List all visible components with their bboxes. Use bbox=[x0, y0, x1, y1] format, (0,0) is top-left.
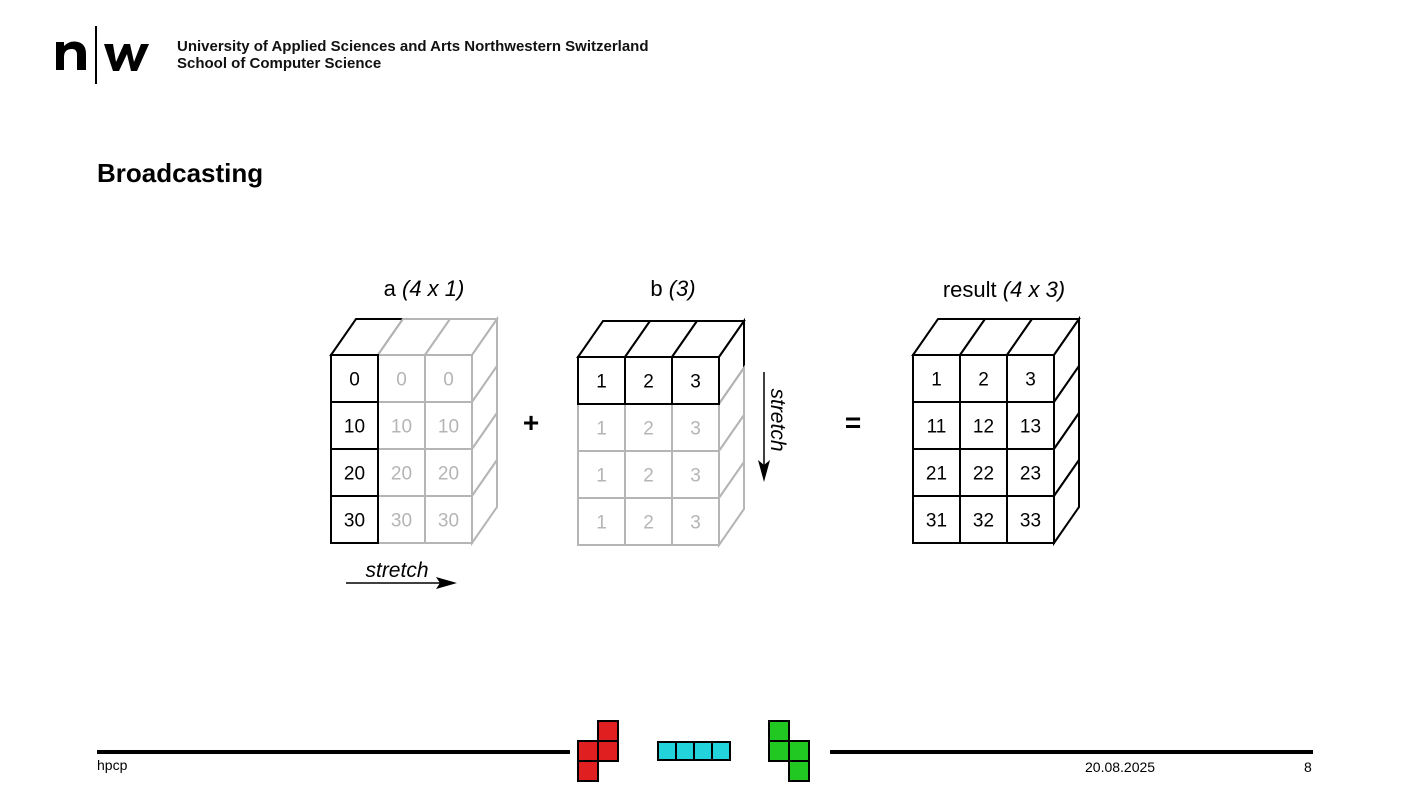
cell bbox=[671, 497, 720, 546]
cell-value: 20 bbox=[344, 464, 365, 485]
plus-sign: + bbox=[523, 407, 539, 438]
cell-value: 10 bbox=[391, 417, 412, 438]
result-name: result bbox=[943, 277, 997, 302]
result-label: result (4 x 3) bbox=[943, 277, 1065, 302]
cell-value: 30 bbox=[438, 511, 459, 532]
cell-value: 32 bbox=[973, 511, 994, 532]
cell-value: 33 bbox=[1020, 511, 1041, 532]
cell bbox=[577, 450, 626, 499]
cell bbox=[912, 401, 961, 450]
cell bbox=[671, 356, 720, 405]
cell-value: 1 bbox=[596, 513, 607, 534]
cell-value: 1 bbox=[596, 372, 607, 393]
stretch-arrow-horizontal: stretch bbox=[346, 559, 457, 589]
cell bbox=[1006, 448, 1055, 497]
equals-sign: = bbox=[845, 407, 861, 438]
cell-value: 2 bbox=[643, 372, 654, 393]
cell bbox=[1006, 354, 1055, 403]
cell bbox=[577, 497, 626, 546]
b-name: b bbox=[650, 276, 662, 301]
stretch-label-b: stretch bbox=[766, 388, 789, 451]
cell bbox=[424, 448, 473, 497]
institution-line-1: University of Applied Sciences and Arts … bbox=[177, 38, 649, 55]
cell bbox=[671, 450, 720, 499]
cell bbox=[959, 448, 1008, 497]
cell-value: 0 bbox=[443, 370, 454, 391]
cell-value: 23 bbox=[1020, 464, 1041, 485]
cell-value: 0 bbox=[396, 370, 407, 391]
b-label: b (3) bbox=[650, 276, 695, 301]
fhnw-logo bbox=[56, 26, 149, 84]
cell bbox=[424, 495, 473, 544]
cell bbox=[1006, 495, 1055, 544]
cell bbox=[959, 495, 1008, 544]
array-a: 0 0 10 10 20 20 30 30 0 10 20 30 bbox=[329, 315, 499, 547]
cell-value: 3 bbox=[690, 513, 701, 534]
array-b: 1 2 3 1 2 3 1 2 3 1 2 3 bbox=[576, 317, 746, 549]
stretch-label-a: stretch bbox=[365, 559, 428, 582]
cell bbox=[1006, 401, 1055, 450]
cell-value: 2 bbox=[978, 370, 989, 391]
cell-value: 10 bbox=[344, 417, 365, 438]
cell-value: 2 bbox=[643, 513, 654, 534]
institution-line-2: School of Computer Science bbox=[177, 55, 382, 72]
a-name: a bbox=[384, 276, 397, 301]
cell-value: 20 bbox=[438, 464, 459, 485]
a-label: a (4 x 1) bbox=[384, 276, 465, 301]
cell-value: 22 bbox=[973, 464, 994, 485]
a-shape: (4 x 1) bbox=[402, 276, 464, 301]
cell-value: 0 bbox=[349, 370, 360, 391]
cell bbox=[624, 356, 673, 405]
cell-value: 13 bbox=[1020, 417, 1041, 438]
cell bbox=[671, 403, 720, 452]
cell bbox=[330, 354, 379, 403]
stretch-arrow-vertical: stretch bbox=[758, 372, 789, 482]
cell-value: 3 bbox=[690, 419, 701, 440]
footer-divider bbox=[97, 750, 1313, 754]
cell-value: 20 bbox=[391, 464, 412, 485]
cell bbox=[330, 495, 379, 544]
cell bbox=[424, 354, 473, 403]
cell-value: 1 bbox=[596, 419, 607, 440]
cell bbox=[577, 356, 626, 405]
slide-title: Broadcasting bbox=[97, 158, 264, 188]
result-shape: (4 x 3) bbox=[1003, 277, 1065, 302]
cell bbox=[624, 403, 673, 452]
cell-value: 30 bbox=[391, 511, 412, 532]
institution-name: University of Applied Sciences and Arts … bbox=[177, 38, 649, 72]
cell-value: 10 bbox=[438, 417, 459, 438]
cell-value: 3 bbox=[1025, 370, 1036, 391]
cell-value: 2 bbox=[643, 419, 654, 440]
cell-value: 30 bbox=[344, 511, 365, 532]
b-shape: (3) bbox=[669, 276, 696, 301]
footer-course: hpcp bbox=[97, 757, 128, 773]
cell-value: 11 bbox=[927, 417, 947, 438]
cell-value: 1 bbox=[596, 466, 607, 487]
cell-value: 12 bbox=[973, 417, 994, 438]
page-number: 8 bbox=[1304, 759, 1312, 775]
cell-value: 3 bbox=[690, 372, 701, 393]
footer-date: 20.08.2025 bbox=[1085, 759, 1156, 775]
cell-value: 3 bbox=[690, 466, 701, 487]
cell-value: 31 bbox=[926, 511, 947, 532]
cell bbox=[330, 401, 379, 450]
cell-value: 21 bbox=[926, 464, 947, 485]
cell bbox=[424, 401, 473, 450]
cell-value: 2 bbox=[643, 466, 654, 487]
cell-value: 1 bbox=[931, 370, 942, 391]
